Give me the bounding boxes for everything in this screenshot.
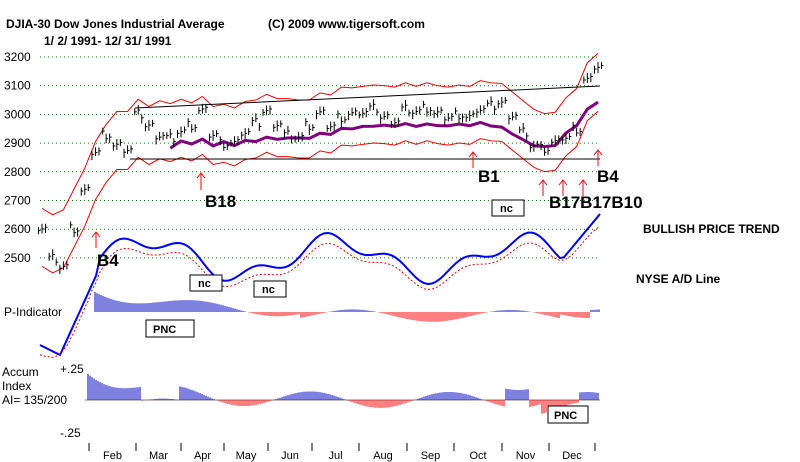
signal-b-cluster: B17B17B10 <box>549 193 643 212</box>
month-label: Nov <box>516 450 536 462</box>
nc-box-1: nc <box>491 199 525 217</box>
month-label: Mar <box>149 450 168 462</box>
y-tick-label: 2900 <box>4 136 31 150</box>
nc-box-2: nc <box>189 274 223 292</box>
signal-arrow-head <box>558 179 568 186</box>
p-indicator-histogram <box>94 292 600 322</box>
accum-label-line3: AI= 135/200 <box>2 393 67 407</box>
lower-band <box>41 111 599 274</box>
signal-b4-right: B4 <box>597 167 619 186</box>
signal-arrow-head <box>196 172 206 179</box>
price-bars <box>38 62 604 274</box>
signal-arrows <box>91 149 603 248</box>
accum-index-histogram <box>85 374 600 414</box>
y-tick-label: 2700 <box>4 194 31 208</box>
month-label: Sep <box>421 450 441 462</box>
signal-b4-left: B4 <box>97 251 119 270</box>
accum-label-line1: Accum <box>2 365 39 379</box>
accum-minus-label: -.25 <box>60 426 81 440</box>
accum-label-line2: Index <box>2 379 31 393</box>
month-label: Jun <box>281 450 299 462</box>
month-label: Apr <box>194 450 211 462</box>
month-label: Aug <box>373 450 393 462</box>
y-tick-label: 2600 <box>4 222 31 236</box>
nc-box-3: nc <box>253 280 287 298</box>
ad-line-average <box>39 225 601 359</box>
date-range: 1/ 2/ 1991- 12/ 31/ 1991 <box>44 34 172 48</box>
copyright: (C) 2009 www.tigersoft.com <box>268 17 425 31</box>
signal-arrow-head <box>593 149 603 156</box>
y-tick-label: 3200 <box>4 50 31 64</box>
svg-text:PNC: PNC <box>153 324 176 336</box>
signal-arrow-head <box>578 179 588 186</box>
p-indicator-label: P-Indicator <box>4 305 62 319</box>
signal-b1: B1 <box>478 167 500 186</box>
long-moving-average <box>169 100 599 150</box>
svg-text:PNC: PNC <box>554 410 577 422</box>
month-label: Jul <box>328 450 342 462</box>
y-tick-label: 3100 <box>4 79 31 93</box>
signal-arrow-head <box>468 151 478 158</box>
upper-band <box>41 53 599 216</box>
signal-b18: B18 <box>205 192 236 211</box>
month-label: Dec <box>562 450 582 462</box>
price-bands <box>41 53 599 274</box>
signal-arrow-head <box>91 231 101 238</box>
month-label: May <box>236 450 257 462</box>
svg-text:nc: nc <box>198 278 211 290</box>
svg-text:nc: nc <box>500 203 513 215</box>
month-axis: Feb Mar Apr May Jun Jul Aug Sep Oct Nov Dec <box>88 443 596 462</box>
ad-line-label: NYSE A/D Line <box>636 272 721 286</box>
price-trend-label: BULLISH PRICE TREND <box>643 222 780 236</box>
signal-arrow-head <box>538 179 548 186</box>
pnc-box-1: PNC <box>145 319 195 338</box>
y-tick-label: 3000 <box>4 107 31 121</box>
pnc-box-2: PNC <box>547 405 589 424</box>
accum-plus-label: +.25 <box>60 362 84 376</box>
y-tick-labels: 2500 2600 2700 2800 2900 3000 3100 3200 <box>4 50 31 265</box>
month-label: Oct <box>469 450 486 462</box>
month-label: Feb <box>103 450 122 462</box>
ad-line-path <box>39 213 601 357</box>
chart-title: DJIA-30 Dow Jones Industrial Average <box>6 17 225 31</box>
resistance-line <box>134 85 601 109</box>
y-tick-label: 2500 <box>4 251 31 265</box>
y-tick-label: 2800 <box>4 165 31 179</box>
svg-text:nc: nc <box>262 284 275 296</box>
trend-lines <box>130 85 601 160</box>
ad-line <box>39 213 601 359</box>
